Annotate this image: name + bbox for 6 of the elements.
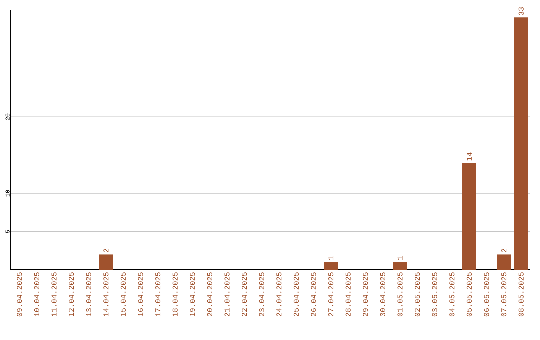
bar xyxy=(462,162,476,270)
bar xyxy=(393,262,408,270)
bar xyxy=(497,254,512,270)
bar xyxy=(324,262,338,270)
bar xyxy=(99,254,114,270)
bar xyxy=(514,18,528,270)
